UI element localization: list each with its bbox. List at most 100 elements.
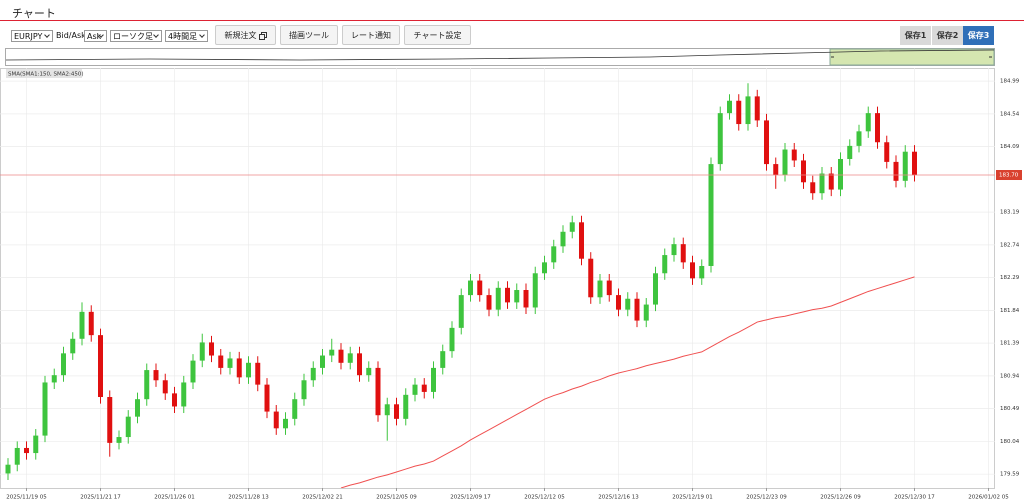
candle-body [884,142,890,162]
x-tick-label: 2025/11/19 05 [6,495,47,501]
x-tick-label: 2025/12/09 17 [450,495,491,501]
price-label: Bid/Ask [56,31,86,40]
candle-body [116,437,122,443]
candle-body [542,262,547,274]
candle-body [662,255,668,274]
x-tick-label: 2026/01/02 05 [968,495,1009,501]
save-tab[interactable]: 保存1 [900,26,931,45]
alert-button[interactable]: レート通知 [342,25,400,45]
draw-tools-button[interactable]: 描画ツール [280,25,338,45]
candle-body [375,367,381,416]
navigator-window[interactable] [829,48,995,66]
candle-body [634,298,640,321]
x-tick-label: 2025/12/12 05 [524,495,565,501]
candle-body [412,384,418,395]
candle-body [588,258,594,298]
candle-body [727,100,732,114]
candle-body [153,370,159,381]
candle-body [255,362,261,385]
candle-body [782,149,788,176]
candle-body [616,295,621,310]
candle-body [875,113,880,143]
candle-body [449,327,455,352]
x-tick-label: 2025/12/26 09 [820,495,861,501]
y-tick-label: 183.19 [1000,210,1020,216]
save-tab[interactable]: 保存2 [932,26,963,45]
candle-body [745,96,751,125]
save-tab[interactable]: 保存3 [963,26,994,45]
y-tick-label: 184.54 [1000,111,1020,117]
candle-body [597,280,603,298]
candle-body [227,358,233,368]
candle-body [88,311,94,336]
candle-body [14,447,20,465]
candle-body [24,447,29,454]
candle-body [643,304,649,321]
candle-body [181,382,187,407]
candle-body [902,151,908,181]
candle-body [699,265,705,279]
candle-body [532,273,538,308]
chart-type-select[interactable]: ローソク足 [110,30,162,42]
candle-body [162,380,168,394]
candle-body [560,231,566,247]
indicator-legend-box [6,69,82,78]
candle-body [468,280,473,296]
x-tick-label: 2025/12/16 13 [598,495,639,501]
order-button[interactable]: 新規注文 [215,25,276,45]
candle-body [144,370,150,400]
symbol-select[interactable]: EURJPY [11,30,53,42]
candle-body [893,161,899,181]
candle-body [301,380,307,400]
navigator [5,48,995,66]
candle-body [754,96,760,121]
candle-body [486,295,492,310]
candle-body [5,464,11,474]
x-tick-label: 2025/11/28 13 [228,495,269,501]
y-tick-label: 184.99 [1000,79,1020,85]
candle-body [690,262,695,279]
candle-body [384,404,390,416]
x-tick-label: 2025/11/26 01 [154,495,194,501]
price-type-select[interactable]: Ask [84,30,107,42]
candle-body [625,298,631,310]
y-tick-label: 180.04 [1000,439,1020,445]
candle-body [190,360,196,383]
candle-body [569,222,575,232]
window-icon [259,32,267,40]
candle-body [33,435,39,454]
candle-body [125,416,131,438]
candle-body [394,404,399,419]
candle-body [347,353,353,363]
candle-body [431,367,436,392]
indicator-legend: SMA(SMA1:150, SMA2:450) [8,72,84,78]
x-tick-label: 2025/12/05 09 [376,495,417,501]
candle-body [283,418,288,429]
timeframe-select[interactable]: 4時間足 [165,30,208,42]
candle-body [199,342,205,361]
candle-body [736,100,742,125]
candle-body [292,399,298,419]
page-title: チャート [12,7,56,20]
candle-body [310,367,316,381]
candle-body [366,367,372,376]
candle-body [791,149,797,161]
x-tick-label: 2025/11/21 17 [80,495,121,501]
candle-body [764,120,769,165]
candle-body [42,382,48,436]
candle-body [514,290,520,303]
candle-body [98,335,103,398]
candle-body [236,358,242,378]
candle-body [828,173,834,190]
y-tick-label: 181.39 [1000,341,1020,347]
candle-body [653,273,658,305]
settings-button[interactable]: チャート設定 [404,25,471,45]
candle-body [440,351,446,368]
candle-body [865,113,871,132]
candle-body [421,384,427,392]
candle-body [320,355,325,368]
current-price-label: 183.70 [999,173,1019,179]
sma-line [340,276,915,488]
y-tick-label: 182.74 [1000,242,1020,248]
candle-body [61,353,66,376]
